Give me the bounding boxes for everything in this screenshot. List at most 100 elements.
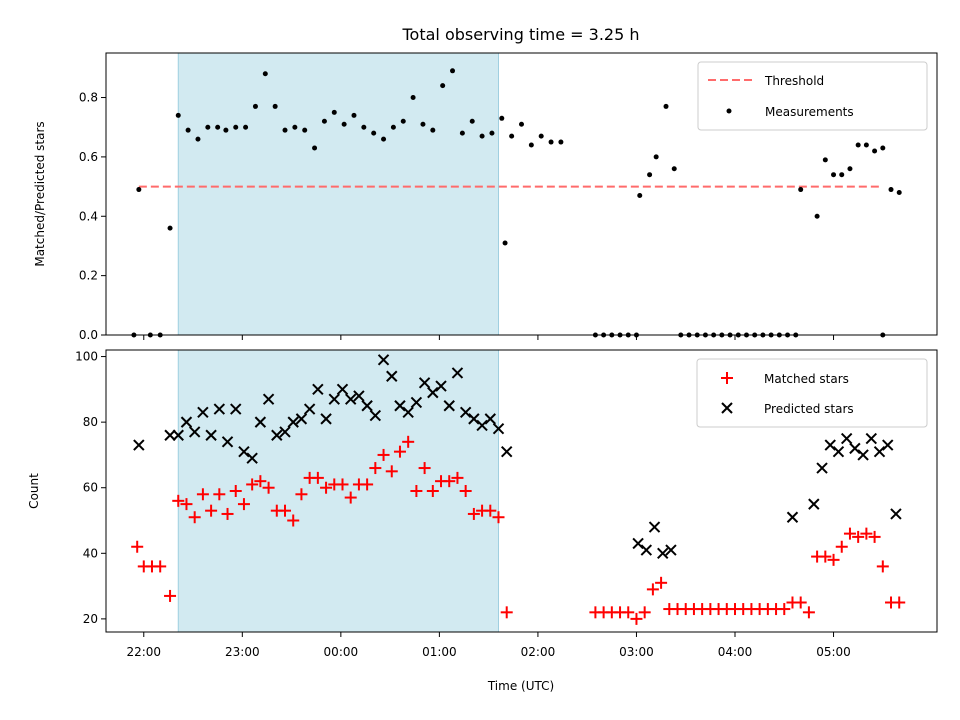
predicted-star-marker [295,413,308,425]
matched-star-marker [188,511,201,524]
predicted-star-marker [238,445,250,458]
measurement-point [499,115,505,121]
predicted-star-marker [443,400,455,412]
measurements-legend-label: Measurements [765,105,854,119]
bottom-panel: 20 40 60 80 100 22:00 23:00 00:00 01:00 02:00 03:… [27,349,938,693]
predicted-star-marker [849,442,861,455]
matched-star-marker [655,576,668,589]
measurement-point [469,118,475,124]
predicted-star-marker [353,390,365,402]
measurement-point [205,124,211,130]
predicted-star-marker [205,429,217,441]
measurement-point [538,133,544,139]
matched-star-marker [221,507,234,520]
bottom-y-tick-label: 60 [83,481,98,495]
measurement-point [302,127,308,133]
bottom-y-tick-label: 40 [83,546,98,560]
matched-star-marker [254,475,267,488]
predicted-star-marker [246,452,258,464]
predicted-star-marker [312,383,324,396]
predicted-star-marker [501,445,513,458]
bottom-x-tick-label: 03:00 [619,645,654,659]
measurement-point [430,127,436,133]
bottom-y-tick-label: 100 [75,350,98,364]
predicted-star-marker [786,511,799,523]
measurement-point [175,112,181,118]
measurement-point [252,103,258,109]
top-y-axis: 0.0 0.2 0.4 0.6 0.8 [79,91,106,342]
matched-star-marker [622,606,635,619]
bottom-y-tick-label: 20 [83,612,98,626]
matched-star-marker [835,540,848,553]
measurement-point [847,166,853,172]
matched-star-marker [262,481,275,494]
matched-star-marker [443,475,456,488]
matched-star-marker [893,596,906,609]
predicted-star-marker [254,416,267,428]
measurement-point [502,240,508,246]
measurement-point [822,157,828,163]
measurement-point [195,136,201,142]
bottom-x-axis: 22:00 23:00 00:00 01:00 02:00 03:00 04:00 05:00 [126,632,851,659]
measurement-point [410,95,416,101]
top-legend: Threshold Measurements [697,61,928,131]
predicted-star-marker [808,498,820,510]
predicted-star-marker [459,406,472,419]
top-y-tick-label: 0.2 [79,269,98,283]
measurement-point [321,118,327,124]
predicted-star-marker [484,413,497,425]
matched-star-marker [172,494,185,507]
matched-legend-label: Matched stars [764,372,849,386]
predicted-star-marker [394,400,406,412]
matched-star-marker [860,527,873,540]
predicted-star-marker [279,426,291,438]
matched-star-marker [646,583,659,596]
predicted-star-marker [172,429,184,441]
predicted-star-marker [164,429,176,441]
predicted-star-marker [840,432,853,445]
matched-star-marker [287,514,300,527]
bottom-marks [131,354,906,625]
measurement-point [671,166,677,172]
bottom-x-tick-label: 23:00 [225,645,260,659]
top-y-tick-label: 0.0 [79,328,98,342]
predicted-star-marker [328,393,340,405]
matched-star-marker [377,448,390,461]
measurement-point [653,154,659,160]
predicted-star-marker [451,367,464,379]
matched-star-marker [213,488,226,501]
measurement-point [519,121,524,127]
predicted-star-marker [435,380,447,392]
predicted-star-marker [865,432,878,445]
measurement-point [798,187,804,193]
measurement-point [243,124,249,130]
predicted-star-marker [816,462,828,474]
matched-star-marker [451,471,464,484]
measurement-point [272,103,278,109]
matched-star-marker [794,596,807,609]
measurement-point [558,139,564,145]
matched-star-marker [180,498,193,511]
predicted-star-marker [303,403,316,415]
top-y-axis-label: Matched/Predicted stars [33,121,47,266]
predicted-star-marker [857,449,869,461]
predicted-star-marker [213,403,226,415]
matched-star-marker [426,485,439,497]
measurement-point [855,142,861,148]
predicted-star-marker [369,409,382,422]
measurement-point [880,145,886,151]
predicted-star-marker [665,544,677,556]
threshold-legend-label: Threshold [764,74,824,88]
predicted-star-marker [824,439,836,451]
bottom-y-axis-label: Count [27,473,41,509]
measurement-point [863,142,869,148]
bottom-x-tick-label: 00:00 [324,645,359,659]
matched-star-marker [484,504,497,517]
predicted-star-marker [188,426,201,438]
bottom-x-tick-label: 04:00 [718,645,753,659]
matched-star-marker [852,530,865,543]
measurement-point [262,71,268,77]
measurement-point [528,142,534,148]
measurement-point [450,68,456,74]
predicted-star-marker [410,396,423,409]
